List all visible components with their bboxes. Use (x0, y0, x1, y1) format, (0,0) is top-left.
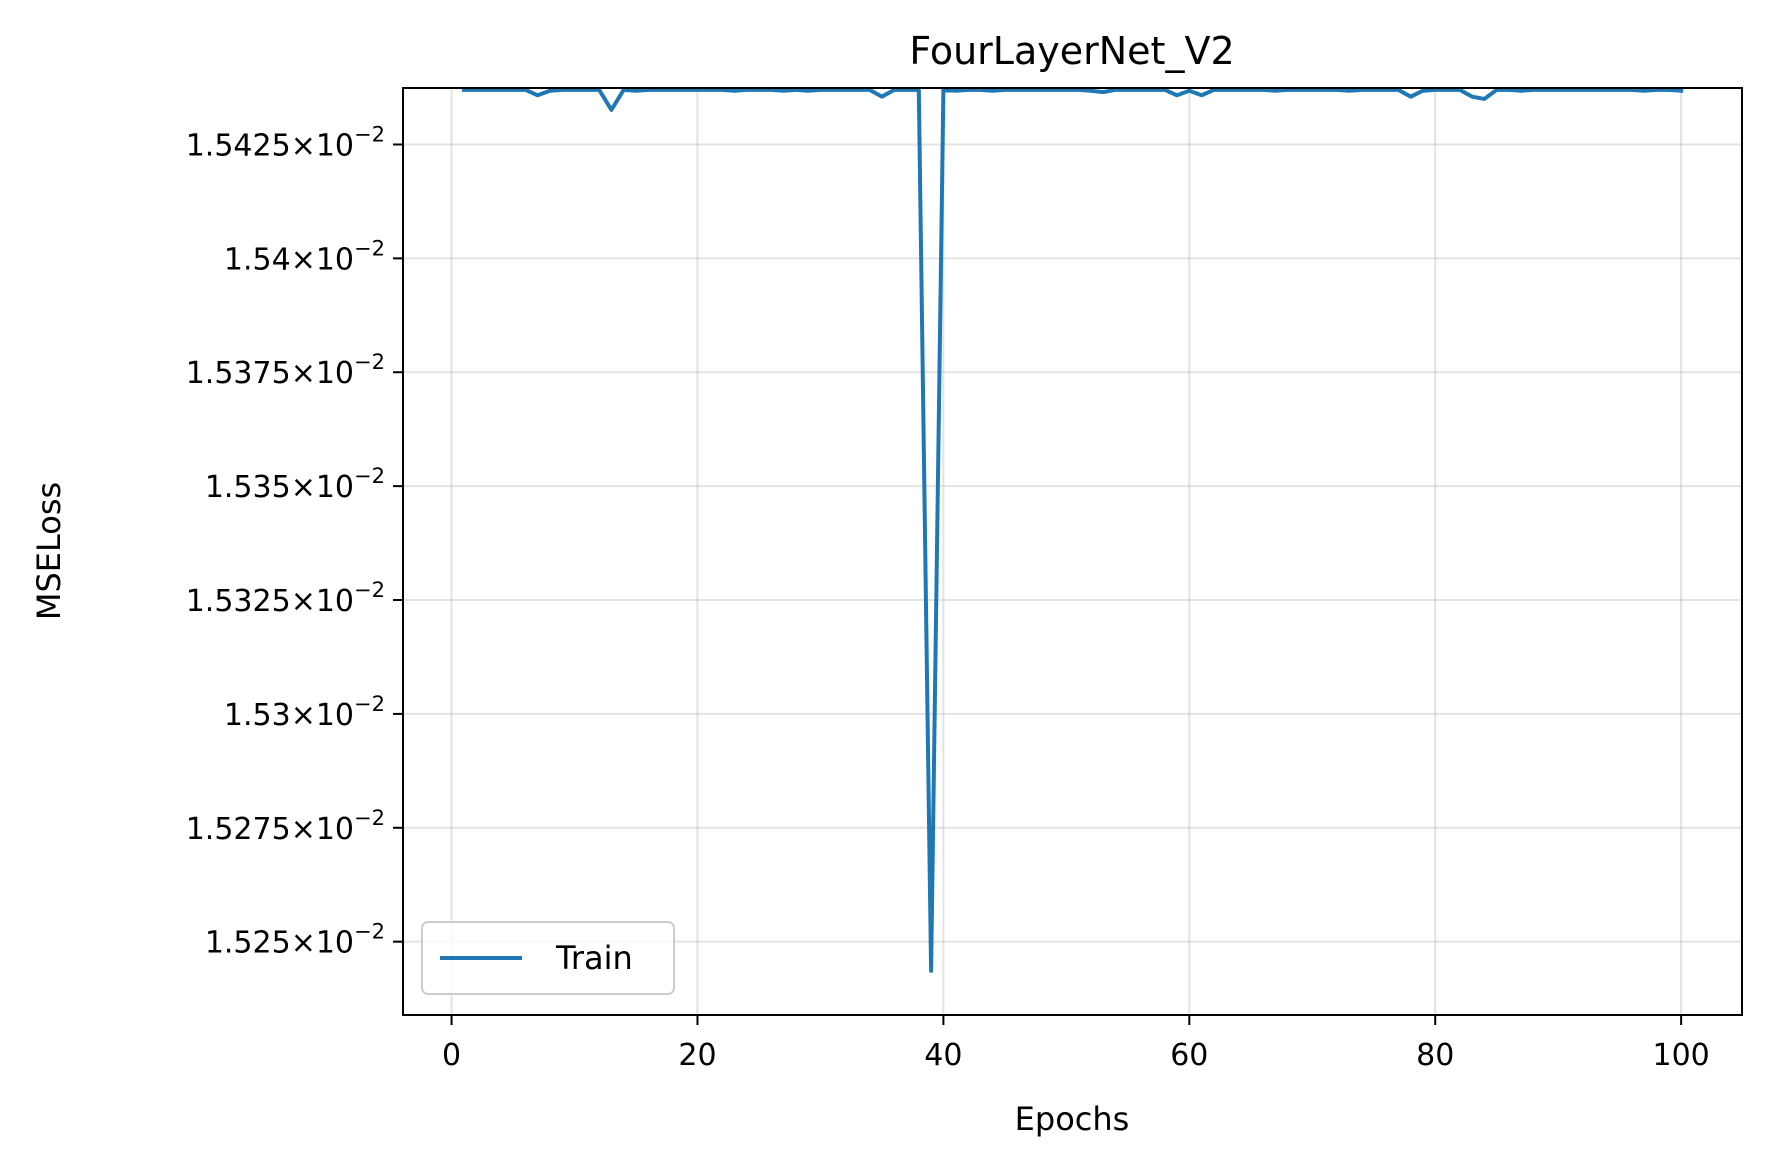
y-tick-mantissa: 1.54 (224, 242, 291, 277)
data-point (1679, 89, 1683, 93)
legend-label: Train (555, 939, 633, 977)
data-point (954, 89, 958, 93)
data-point (1089, 89, 1093, 93)
y-tick-label: 1.53×10−2 (224, 692, 385, 733)
y-tick-times: × (291, 356, 316, 391)
data-point (1519, 89, 1523, 93)
data-point (634, 89, 638, 93)
plot-frame (402, 87, 1743, 1016)
y-tick-times: × (291, 698, 316, 733)
data-point (929, 969, 933, 973)
y-tick-exponent: −2 (354, 236, 385, 260)
y-tick-label: 1.54×10−2 (224, 236, 385, 277)
data-point (991, 89, 995, 93)
y-tick-times: × (291, 926, 316, 961)
data-point (1200, 93, 1204, 97)
y-tick-exponent: −2 (354, 122, 385, 146)
y-tick-base: 10 (316, 242, 354, 277)
data-point (1421, 89, 1425, 93)
y-tick-label: 1.525×10−2 (205, 920, 385, 961)
x-axis: 0 20 40 60 80 100 (442, 1015, 1710, 1073)
data-point (1409, 95, 1413, 99)
y-tick-mantissa: 1.5375 (186, 356, 291, 391)
y-tick-times: × (291, 812, 316, 847)
grid (403, 88, 1742, 1015)
legend: Train (421, 921, 675, 995)
y-tick-base: 10 (316, 128, 354, 163)
y-tick-exponent: −2 (354, 350, 385, 374)
y-tick-base: 10 (316, 584, 354, 619)
y-tick-exponent: −2 (354, 464, 385, 488)
data-point (880, 95, 884, 99)
y-tick-times: × (291, 128, 316, 163)
data-point (609, 108, 613, 112)
y-tick-mantissa: 1.5275 (186, 812, 291, 847)
x-tick-label: 80 (1416, 1038, 1454, 1073)
x-tick-label: 20 (678, 1038, 716, 1073)
y-tick-label: 1.5375×10−2 (186, 350, 385, 391)
series-line-0 (461, 87, 1684, 973)
legend-box (421, 921, 675, 995)
y-tick-exponent: −2 (354, 692, 385, 716)
data-point (782, 89, 786, 93)
y-tick-exponent: −2 (354, 578, 385, 602)
x-tick-label: 100 (1653, 1038, 1710, 1073)
data-point (1101, 90, 1105, 94)
y-tick-label: 1.5425×10−2 (186, 122, 385, 163)
y-tick-times: × (291, 242, 316, 277)
series-layer (461, 87, 1684, 973)
data-point (1187, 89, 1191, 93)
y-axis-label: MSELoss (30, 482, 68, 620)
x-tick-label: 0 (442, 1038, 461, 1073)
data-point (1273, 89, 1277, 93)
y-tick-mantissa: 1.535 (205, 470, 291, 505)
data-point (1347, 89, 1351, 93)
y-tick-mantissa: 1.5425 (186, 128, 291, 163)
x-tick-label: 60 (1170, 1038, 1208, 1073)
data-point (536, 93, 540, 97)
y-axis: 1.525×10−21.5275×10−21.53×10−21.5325×10−… (186, 122, 403, 961)
y-tick-exponent: −2 (354, 920, 385, 944)
x-axis-label: Epochs (1015, 1100, 1130, 1138)
data-point (1470, 95, 1474, 99)
y-tick-label: 1.5275×10−2 (186, 806, 385, 847)
y-tick-times: × (291, 584, 316, 619)
x-tick-label: 40 (924, 1038, 962, 1073)
y-tick-mantissa: 1.525 (205, 926, 291, 961)
y-tick-base: 10 (316, 812, 354, 847)
y-tick-base: 10 (316, 698, 354, 733)
data-point (1175, 93, 1179, 97)
y-tick-label: 1.535×10−2 (205, 464, 385, 505)
data-point (548, 89, 552, 93)
y-tick-exponent: −2 (354, 806, 385, 830)
y-tick-base: 10 (316, 356, 354, 391)
y-tick-mantissa: 1.5325 (186, 584, 291, 619)
chart-title: FourLayerNet_V2 (909, 29, 1234, 73)
y-tick-base: 10 (316, 926, 354, 961)
y-tick-times: × (291, 470, 316, 505)
data-point (1642, 89, 1646, 93)
data-point (732, 89, 736, 93)
data-point (806, 89, 810, 93)
y-tick-mantissa: 1.53 (224, 698, 291, 733)
data-point (1482, 97, 1486, 101)
y-tick-label: 1.5325×10−2 (186, 578, 385, 619)
y-tick-base: 10 (316, 470, 354, 505)
